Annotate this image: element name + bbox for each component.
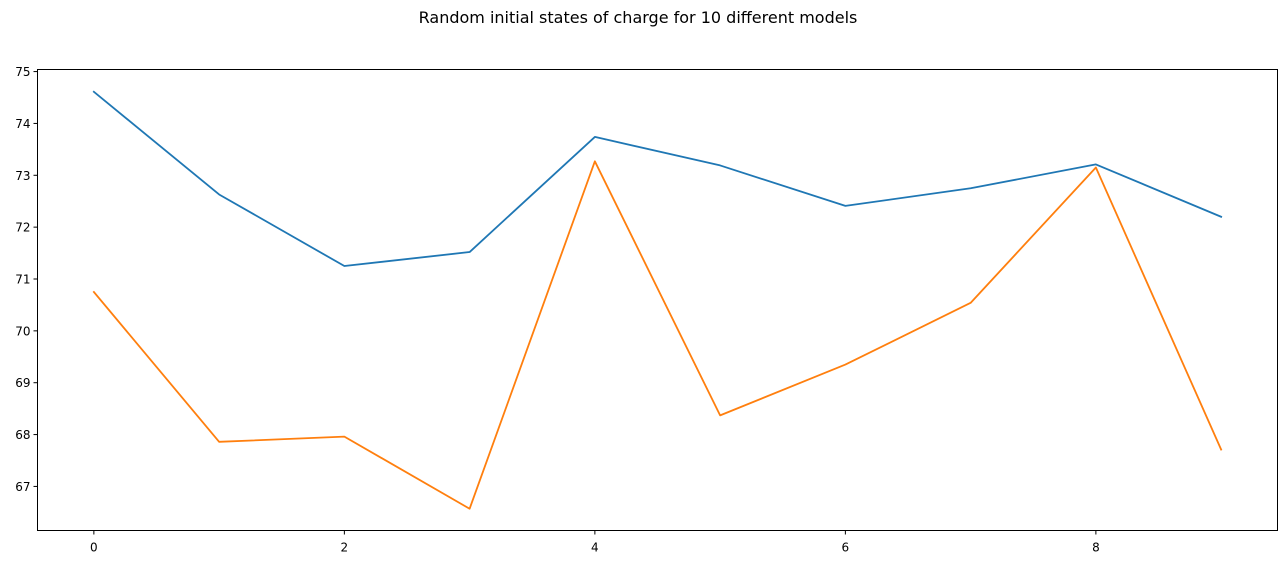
x-axis: 0 2 4 6 8 — [90, 530, 1100, 555]
y-tick-label: 73 — [15, 169, 30, 183]
y-tick-label: 75 — [15, 65, 30, 79]
y-tick-label: 67 — [15, 480, 30, 494]
y-axis: 67 68 69 70 71 72 73 74 75 — [15, 65, 38, 494]
y-tick-label: 69 — [15, 376, 30, 390]
x-tick-label: 4 — [591, 541, 599, 555]
chart-title: Random initial states of charge for 10 d… — [419, 8, 858, 27]
x-tick-label: 0 — [90, 541, 98, 555]
series-layer — [92, 90, 1223, 510]
x-tick-label: 2 — [341, 541, 349, 555]
axes-layer — [37, 69, 1278, 531]
series-line-2 — [92, 160, 1223, 510]
x-tick-label: 8 — [1092, 541, 1100, 555]
y-tick-label: 68 — [15, 428, 30, 442]
series-line-1 — [92, 90, 1223, 267]
y-tick-label: 70 — [15, 324, 30, 338]
y-tick-label: 74 — [15, 117, 30, 131]
y-tick-label: 71 — [15, 272, 30, 286]
plot-frame — [37, 69, 1278, 531]
y-tick-label: 72 — [15, 221, 30, 235]
x-tick-label: 6 — [842, 541, 850, 555]
